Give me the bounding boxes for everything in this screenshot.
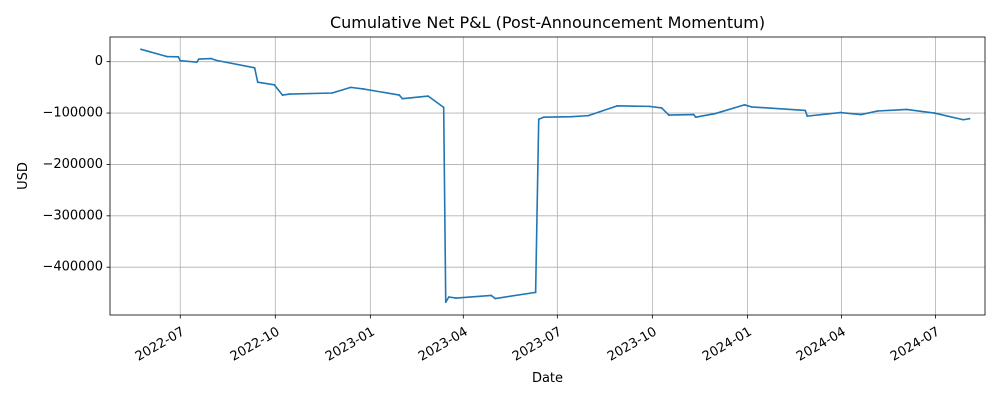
y-tick-label: −300000 [42, 208, 103, 223]
data-point [962, 118, 965, 121]
data-point [587, 114, 590, 117]
data-point [427, 95, 430, 97]
data-point [648, 105, 651, 108]
y-tick-label: −100000 [42, 106, 103, 121]
data-point [667, 114, 670, 117]
data-point [839, 111, 842, 114]
data-point [253, 66, 256, 69]
data-point [616, 104, 619, 107]
data-point [140, 48, 142, 51]
y-tick-label: −400000 [42, 260, 103, 275]
data-point [273, 83, 276, 86]
data-point [537, 118, 540, 121]
data-point [177, 55, 180, 58]
data-point [542, 116, 545, 119]
data-point [494, 297, 497, 300]
data-point [933, 112, 936, 114]
data-point [210, 57, 213, 60]
y-tick-label: −200000 [42, 157, 103, 172]
x-axis-label: Date [532, 371, 563, 386]
data-point [401, 97, 404, 100]
data-point [444, 301, 447, 304]
data-point [660, 107, 663, 109]
data-point [570, 115, 573, 118]
y-tick-label: 0 [95, 54, 103, 69]
data-point [165, 55, 168, 58]
data-point [876, 110, 879, 112]
data-point [692, 113, 695, 116]
data-point [806, 115, 809, 118]
data-point [195, 61, 198, 64]
data-point [288, 93, 291, 95]
data-point [534, 291, 537, 294]
data-point [714, 112, 717, 115]
data-point [968, 117, 971, 120]
data-point [215, 59, 218, 62]
data-point [442, 106, 445, 109]
data-point [455, 297, 457, 299]
data-point [349, 86, 352, 89]
data-point [743, 103, 746, 106]
data-point [398, 94, 401, 96]
series-line [140, 48, 970, 303]
data-point [362, 88, 364, 90]
data-point [860, 113, 862, 116]
plot-frame [109, 36, 986, 316]
data-point [750, 105, 753, 108]
data-point [447, 296, 450, 298]
data-point [694, 116, 697, 119]
series-layer [140, 48, 971, 304]
data-point [256, 81, 259, 84]
grid [110, 37, 985, 315]
data-point [197, 58, 200, 60]
data-point [281, 94, 284, 96]
data-point [804, 109, 807, 112]
y-axis-label: USD [16, 162, 31, 190]
data-point [905, 108, 908, 111]
chart-title: Cumulative Net P&L (Post-Announcement Mo… [330, 13, 765, 32]
data-point [331, 92, 334, 94]
data-point [490, 294, 493, 297]
data-point [179, 59, 182, 62]
